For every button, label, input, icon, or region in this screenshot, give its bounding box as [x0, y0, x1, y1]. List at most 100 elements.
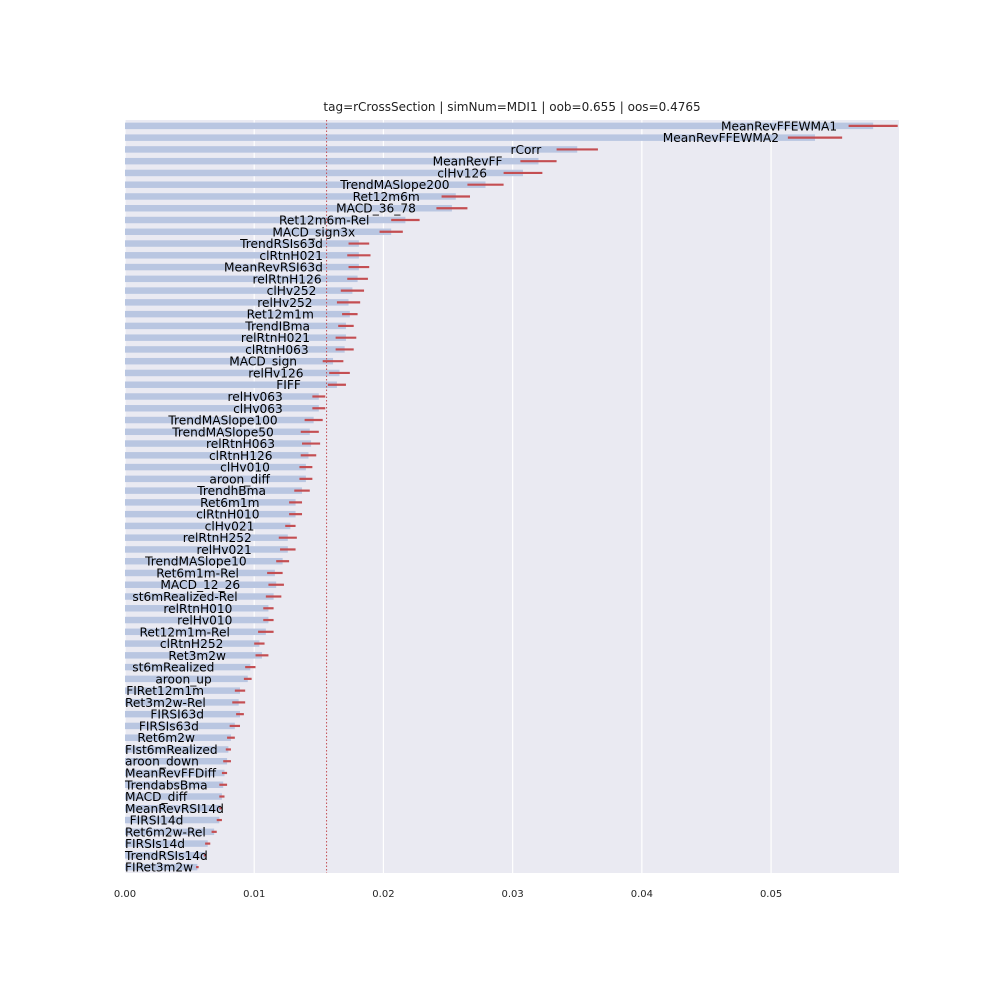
bar-label: TrendMASlope50	[171, 425, 274, 439]
x-tick-label: 0.04	[631, 889, 653, 900]
bar	[125, 605, 269, 612]
bar	[125, 746, 229, 753]
bar-label: Ret6m1m	[200, 496, 259, 510]
bar	[125, 699, 239, 706]
bar-label: TrendMASlope10	[144, 555, 247, 569]
bar-label: MeanRevRSI63d	[224, 261, 323, 275]
bar	[125, 499, 296, 506]
bar-label: clHv126	[437, 166, 487, 180]
bar	[125, 710, 241, 718]
bar-label: Ret6m2w	[137, 731, 195, 745]
bar-label: FIRSIs63d	[139, 719, 199, 733]
bar-label: relRtnH252	[183, 531, 252, 545]
bar	[125, 169, 523, 177]
bar	[125, 840, 208, 847]
bar-label: TrendhBma	[196, 484, 266, 498]
bar-label: relHv126	[248, 366, 303, 380]
bar	[125, 652, 262, 659]
bar-label: relHv021	[197, 543, 252, 557]
bar-label: rCorr	[510, 143, 542, 157]
bar	[125, 310, 350, 318]
bar-label: aroon_down	[125, 755, 199, 769]
bar	[125, 193, 456, 200]
bar	[125, 228, 392, 236]
bar	[125, 475, 306, 483]
bar	[125, 781, 224, 788]
bar-label: Ret12m1m-Rel	[139, 625, 229, 639]
bar	[125, 181, 486, 188]
bar-label: relRtnH126	[253, 272, 322, 286]
bar-label: relHv010	[177, 614, 232, 628]
bar	[125, 381, 337, 388]
bar-label: clHv010	[220, 461, 270, 475]
bar-label: MeanRevFF	[433, 155, 503, 169]
bar-label: Ret12m6m	[353, 190, 420, 204]
x-axis-ticks: 0.00 0.01 0.02 0.03 0.04 0.05	[114, 889, 782, 900]
bar	[125, 805, 221, 812]
bar	[125, 346, 345, 353]
bar	[125, 157, 539, 165]
bar-label: MACD_36_78	[336, 202, 416, 216]
bar-label: MeanRevFFEWMA2	[663, 131, 779, 145]
bar-label: Ret3m2w	[168, 649, 226, 663]
bar	[125, 452, 309, 459]
bar	[125, 416, 314, 424]
bars	[125, 122, 898, 871]
x-tick-label: 0.03	[502, 889, 524, 900]
bar	[125, 863, 198, 871]
bar	[125, 134, 816, 141]
bar	[125, 252, 359, 259]
bar	[125, 757, 228, 765]
bar-label: MeanRevFFDiff	[125, 766, 217, 780]
bar-label: FIFF	[276, 378, 301, 392]
bar	[125, 299, 349, 306]
bar	[125, 734, 231, 741]
bar-label: relRtnH063	[206, 437, 275, 451]
bar-label: Ret12m1m	[247, 308, 314, 322]
bar-label: FIRet3m2w	[125, 861, 193, 875]
bar-label: clRtnH252	[160, 637, 224, 651]
bar-label: TrendabsBma	[124, 778, 208, 792]
bar-label: Ret6m2w-Rel	[125, 825, 206, 839]
bar	[125, 510, 296, 518]
bar-label: relHv252	[257, 296, 312, 310]
bar-label: Ret12m6m-Rel	[279, 214, 369, 228]
bar-label: MACD_diff	[125, 790, 188, 804]
x-tick-label: 0.01	[243, 889, 265, 900]
bar	[125, 334, 346, 341]
bar	[125, 557, 283, 565]
bar	[125, 640, 260, 647]
bar-label: TrendMASlope200	[339, 178, 449, 192]
bar-label: MeanRevFFEWMA1	[721, 119, 837, 133]
bar	[125, 581, 277, 588]
bar	[125, 369, 340, 377]
bar	[125, 769, 225, 777]
bar	[125, 275, 358, 283]
x-tick-label: 0.00	[114, 889, 136, 900]
bar-label: clRtnH021	[259, 249, 323, 263]
bar	[125, 428, 310, 436]
bar-label: MACD_12_26	[160, 578, 240, 592]
bar	[125, 793, 222, 800]
bar	[125, 122, 874, 130]
bar	[125, 287, 353, 294]
bar	[125, 146, 578, 153]
bar-label: Ret6m1m-Rel	[156, 566, 239, 580]
bar-label: Ret3m2w-Rel	[125, 696, 206, 710]
bar-label: clRtnH126	[209, 449, 273, 463]
bar-label: clRtnH063	[245, 343, 309, 357]
bar-label: FIRSI14d	[130, 814, 184, 828]
bar	[125, 463, 306, 471]
bar-label: clHv252	[267, 284, 317, 298]
bar	[125, 522, 291, 530]
bar-label: aroon_up	[155, 672, 212, 686]
bar	[125, 828, 215, 836]
bar	[125, 616, 269, 624]
bar	[125, 852, 206, 859]
bar	[125, 440, 312, 447]
bar	[125, 263, 359, 271]
bar-label: clRtnH010	[196, 508, 260, 522]
bar	[125, 687, 241, 694]
bar-label: TrendIBma	[244, 319, 310, 333]
